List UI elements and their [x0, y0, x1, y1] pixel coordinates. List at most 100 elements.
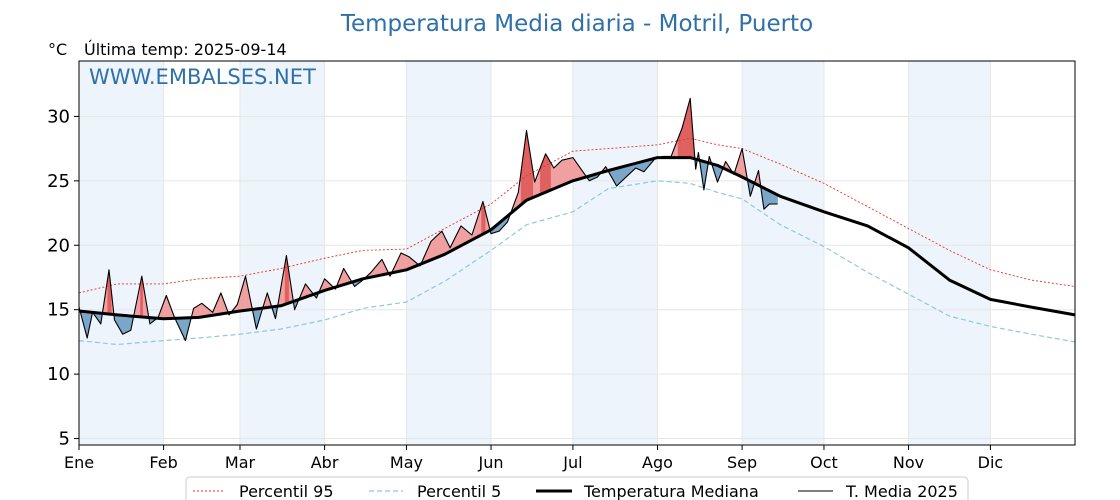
p5-line: [78, 180, 1076, 346]
above-median-fill: [539, 164, 542, 195]
unit-label: °C: [48, 40, 67, 59]
above-median-fill: [559, 161, 561, 187]
above-median-fill: [549, 160, 552, 191]
x-tick-label: Feb: [149, 453, 177, 472]
legend-box: [185, 476, 969, 500]
above-median-fill: [201, 302, 204, 318]
above-median-fill: [688, 98, 691, 158]
legend: Percentil 95 Percentil 5 Temperatura Med…: [185, 476, 969, 500]
last-temp-label: Última temp: 2025-09-14: [84, 40, 287, 59]
series-lines: [78, 97, 1076, 346]
above-median-fill: [568, 158, 571, 183]
month-band: [742, 61, 824, 445]
above-median-fill: [548, 157, 550, 192]
x-tick-label: Ago: [642, 453, 673, 472]
legend-actual-label: T. Media 2025: [845, 482, 958, 500]
above-median-fill: [554, 164, 557, 189]
plot-frame: [78, 60, 1076, 446]
above-median-fill: [380, 258, 383, 276]
above-median-fill: [546, 155, 549, 192]
below-median-fill: [619, 167, 621, 184]
above-median-fill: [404, 254, 407, 271]
below-median-fill: [624, 165, 627, 179]
below-median-fill: [766, 189, 769, 208]
x-tick-label: Jun: [478, 453, 504, 472]
p95-line: [78, 137, 1076, 294]
below-median-fill: [127, 315, 130, 332]
month-band: [572, 61, 658, 445]
x-tick-label: Sep: [727, 453, 757, 472]
below-median-fill: [125, 315, 127, 334]
above-median-fill: [687, 103, 690, 158]
below-median-fill: [765, 188, 767, 209]
above-median-fill: [200, 302, 202, 318]
above-median-fill: [564, 159, 567, 185]
below-median-fill: [617, 167, 620, 186]
month-band: [239, 61, 325, 445]
month-bands: [79, 61, 991, 445]
above-median-fill: [684, 113, 687, 158]
above-median-fill: [575, 160, 578, 181]
x-tick-label: Abr: [311, 453, 339, 472]
above-median-fill: [545, 153, 548, 193]
month-band: [79, 61, 164, 445]
month-band: [908, 61, 991, 445]
above-median-fill: [202, 303, 205, 318]
actual-2025-line: [78, 97, 778, 342]
above-median-fill: [552, 164, 555, 190]
below-median-fill: [123, 315, 126, 334]
y-tick-label: 20: [47, 235, 70, 256]
above-median-fill: [574, 158, 576, 181]
above-median-fill: [550, 162, 553, 191]
above-median-fill: [403, 253, 406, 271]
above-median-fill: [436, 234, 439, 258]
x-tick-label: Ene: [64, 453, 94, 472]
below-median-fill: [126, 315, 129, 333]
y-tick-label: 15: [47, 300, 70, 321]
x-tick-label: Nov: [893, 453, 924, 472]
above-median-fill: [196, 305, 198, 318]
x-tick-label: Dic: [978, 453, 1004, 472]
y-tick-label: 5: [59, 429, 70, 450]
above-median-fill: [198, 303, 201, 318]
above-median-fill: [437, 233, 440, 258]
below-median-fill: [623, 165, 625, 181]
above-median-fill: [430, 239, 433, 261]
above-median-fill: [433, 237, 436, 260]
below-median-fill: [763, 187, 766, 210]
above-median-fill: [460, 225, 463, 246]
x-tick-label: Mar: [225, 453, 256, 472]
y-tick-label: 10: [47, 364, 70, 385]
above-median-fill: [556, 163, 559, 188]
above-median-fill: [541, 160, 544, 195]
above-median-fill: [572, 157, 575, 182]
legend-p95-label: Percentil 95: [239, 482, 334, 500]
y-tick-label: 30: [47, 106, 70, 127]
above-median-fill: [569, 157, 572, 183]
x-tick-label: Oct: [810, 453, 838, 472]
above-median-fill: [542, 157, 545, 194]
above-median-fill: [565, 158, 568, 184]
above-median-fill: [194, 306, 197, 318]
watermark: WWW.EMBALSES.NET: [89, 65, 316, 89]
legend-p5-label: Percentil 5: [417, 482, 501, 500]
above-median-fill: [563, 159, 565, 186]
above-median-fill: [440, 230, 443, 257]
above-median-fill: [462, 226, 464, 246]
above-median-fill: [571, 157, 574, 182]
above-median-fill: [685, 108, 688, 158]
above-median-fill: [553, 166, 556, 190]
above-median-fill: [406, 255, 409, 271]
above-median-fill: [402, 253, 404, 271]
y-tick-label: 25: [47, 171, 70, 192]
below-median-fill: [767, 189, 770, 206]
above-median-fill: [463, 227, 466, 245]
below-median-fill: [616, 167, 619, 187]
x-tick-label: Jul: [562, 453, 582, 472]
x-tick-label: May: [390, 453, 423, 472]
above-median-fill: [544, 153, 546, 194]
above-median-fill: [434, 235, 437, 259]
below-median-fill: [621, 166, 624, 182]
x-axis: Ene Feb Mar Abr May Jun Jul Ago Sep Oct Nov Dic: [64, 445, 1003, 472]
